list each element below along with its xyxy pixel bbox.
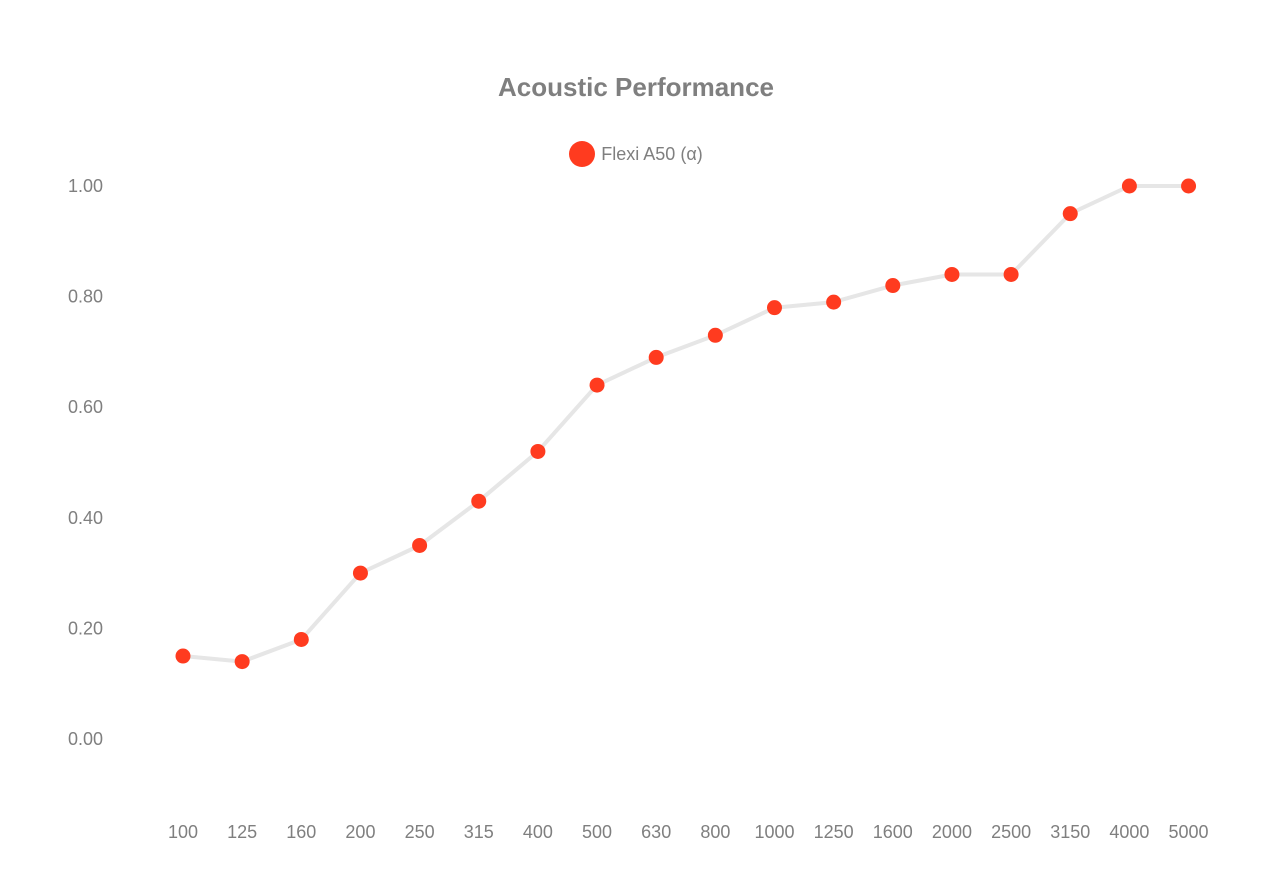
y-tick-label: 0.60 <box>68 397 103 417</box>
legend-marker-icon <box>569 141 596 167</box>
y-tick-label: 1.00 <box>68 176 103 196</box>
x-tick-label: 200 <box>345 822 375 842</box>
x-tick-label: 2000 <box>932 822 972 842</box>
data-point[interactable] <box>412 537 428 553</box>
legend-label: Flexi A50 (α) <box>601 143 703 164</box>
data-point[interactable] <box>648 349 664 365</box>
data-point[interactable] <box>293 631 309 647</box>
data-point[interactable] <box>707 327 723 343</box>
data-point[interactable] <box>767 300 782 316</box>
data-point[interactable] <box>589 377 605 393</box>
x-tick-label: 160 <box>286 822 316 842</box>
y-tick-label: 0.00 <box>68 729 103 749</box>
y-tick-label: 0.40 <box>68 508 103 528</box>
data-point[interactable] <box>234 654 250 670</box>
x-tick-label: 2500 <box>991 822 1031 842</box>
data-point[interactable] <box>885 278 901 294</box>
data-point[interactable] <box>944 266 960 282</box>
data-point[interactable] <box>826 294 842 310</box>
x-tick-label: 5000 <box>1169 822 1209 842</box>
x-tick-label: 3150 <box>1050 822 1090 842</box>
legend[interactable]: Flexi A50 (α) <box>0 141 1272 167</box>
x-tick-label: 630 <box>641 822 671 842</box>
x-tick-label: 400 <box>523 822 553 842</box>
x-tick-label: 100 <box>168 822 198 842</box>
y-tick-label: 0.80 <box>68 287 103 307</box>
x-tick-label: 1000 <box>754 822 794 842</box>
data-point[interactable] <box>1181 178 1197 194</box>
data-point[interactable] <box>175 648 191 664</box>
x-tick-label: 125 <box>227 822 257 842</box>
x-tick-label: 1250 <box>814 822 854 842</box>
series-line <box>182 184 1189 664</box>
data-point[interactable] <box>1062 206 1078 222</box>
x-tick-label: 500 <box>582 822 612 842</box>
data-point[interactable] <box>1003 266 1019 282</box>
data-point[interactable] <box>1121 178 1137 194</box>
x-tick-label: 800 <box>700 822 730 842</box>
y-tick-label: 0.20 <box>68 618 103 638</box>
x-tick-label: 250 <box>405 822 435 842</box>
x-tick-label: 4000 <box>1109 822 1149 842</box>
data-point[interactable] <box>471 493 487 509</box>
data-point[interactable] <box>352 565 368 581</box>
x-tick-label: 1600 <box>873 822 913 842</box>
x-tick-label: 315 <box>464 822 494 842</box>
data-point[interactable] <box>530 443 546 459</box>
chart-title: Acoustic Performance <box>498 72 774 102</box>
